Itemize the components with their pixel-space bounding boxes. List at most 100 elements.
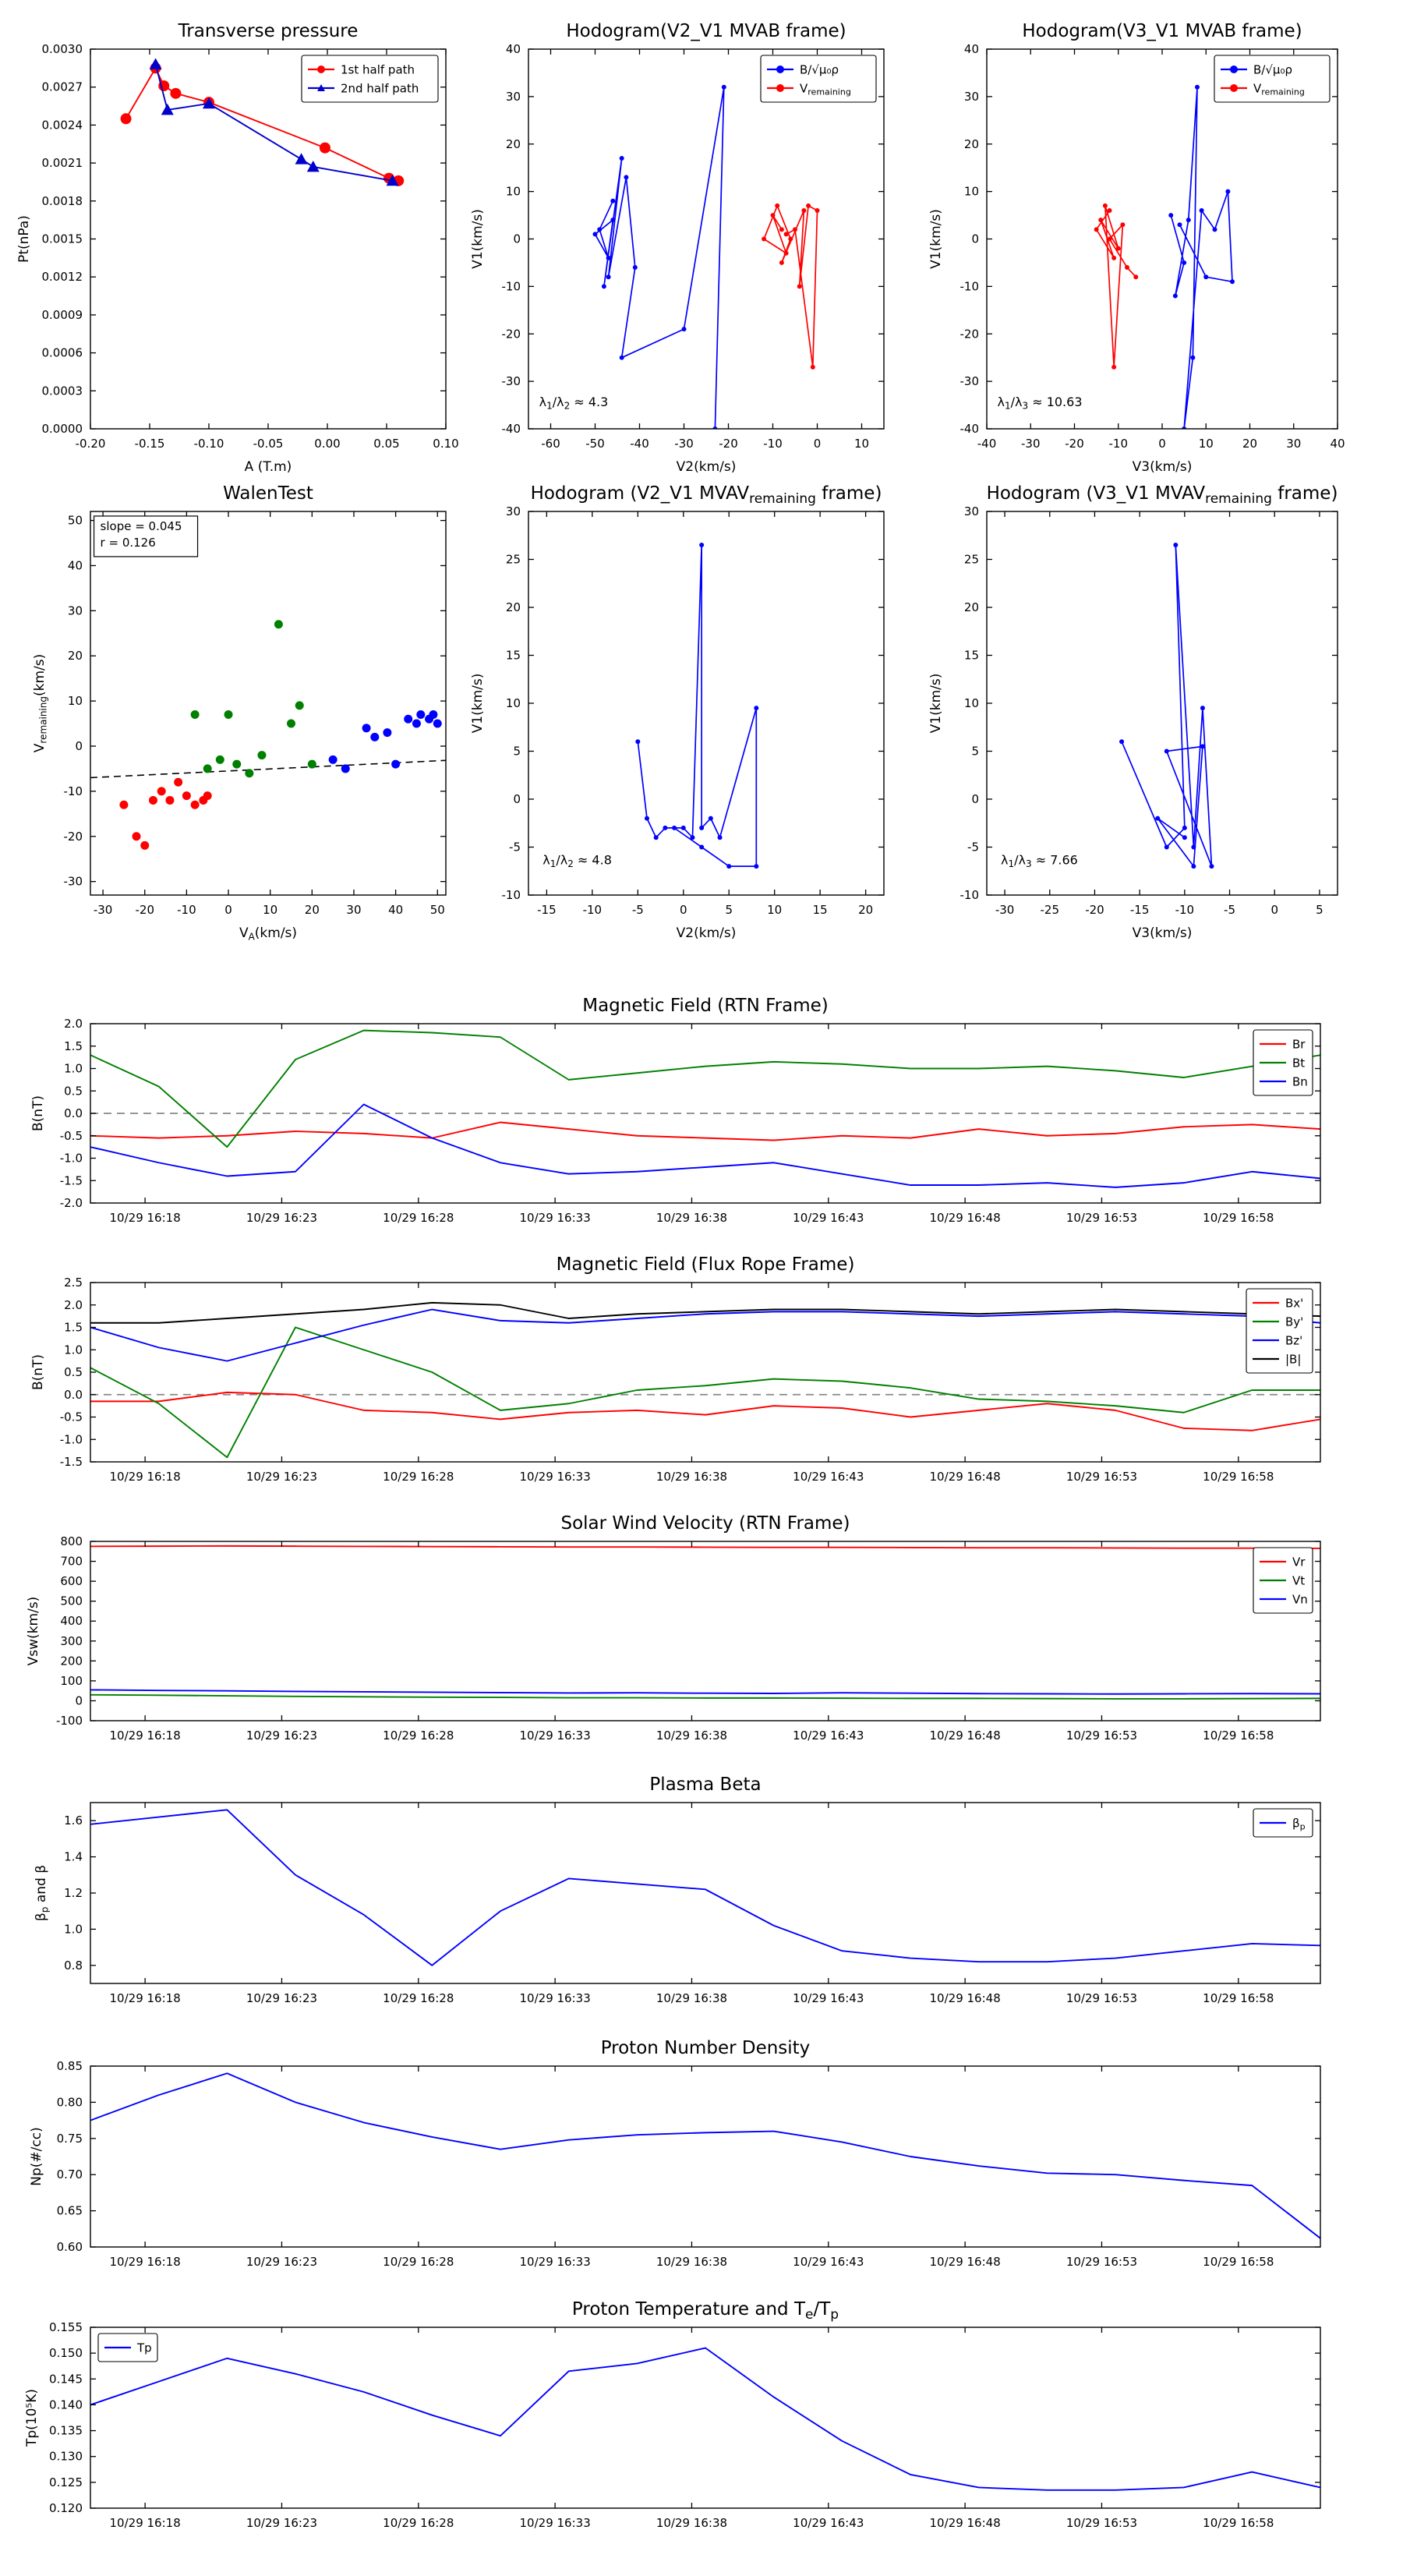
y-tick-label: 0.145: [49, 2372, 83, 2386]
x-tick-label: 30: [346, 903, 361, 917]
x-tick-label: 10/29 16:53: [1066, 1991, 1137, 2005]
series-Np: [90, 2072, 1320, 2239]
x-tick-label: 0: [814, 437, 822, 451]
x-tick-label: 10/29 16:33: [520, 2255, 591, 2269]
y-tick-label: 700: [60, 1555, 83, 1569]
y-tick-label: 20: [506, 600, 521, 614]
x-tick-label: 0: [1270, 903, 1278, 917]
y-tick-label: -40: [960, 422, 980, 436]
x-tick-label: 10/29 16:38: [656, 1991, 727, 2005]
y-tick-label: 30: [506, 90, 521, 104]
x-tick-label: 10/29 16:28: [383, 1729, 454, 1743]
x-axis-label: V3(km/s): [1133, 459, 1193, 475]
x-tick-label: 10/29 16:33: [520, 1470, 591, 1484]
x-tick-label: 10/29 16:58: [1203, 1991, 1274, 2005]
legend-box: [1246, 1288, 1313, 1374]
x-tick-label: 40: [388, 903, 403, 917]
x-tick-label: 0: [1158, 437, 1166, 451]
x-tick-label: -20: [135, 903, 154, 917]
x-tick-label: 10/29 16:58: [1203, 1729, 1274, 1743]
y-tick-label: 0.155: [49, 2320, 83, 2334]
legend-label: Br: [1292, 1037, 1306, 1051]
x-axis-label: V3(km/s): [1133, 925, 1193, 941]
plot-frame: [90, 1541, 1321, 1721]
x-tick-label: 10/29 16:48: [930, 2255, 1001, 2269]
x-tick-label: 10: [854, 437, 869, 451]
legend-label: B/√μ₀ρ: [800, 62, 839, 76]
x-tick-label: 10/29 16:58: [1203, 2255, 1274, 2269]
x-tick-label: 10/29 16:58: [1203, 2516, 1274, 2530]
chart-title: Hodogram (V3_V1 MVAVremaining frame): [987, 483, 1338, 507]
y-tick-label: 0.0027: [42, 80, 83, 94]
x-tick-label: 10/29 16:18: [110, 2255, 181, 2269]
y-tick-label: 15: [506, 649, 521, 663]
y-axis-label: Pt(nPa): [16, 215, 32, 263]
annotation-text: λ1/λ3 ≈ 10.63: [998, 395, 1083, 412]
x-tick-label: 40: [1330, 437, 1345, 451]
y-tick-label: 0.0009: [42, 308, 83, 322]
series-B-magnitude: [90, 1301, 1320, 1324]
y-tick-label: 2.0: [64, 1017, 83, 1031]
y-axis-label: Np(#/cc): [29, 2127, 44, 2185]
y-tick-label: 2.5: [64, 1276, 83, 1290]
y-tick-label: 0.0015: [42, 232, 83, 246]
x-tick-label: 10/29 16:43: [793, 1470, 864, 1484]
x-tick-label: -30: [94, 903, 113, 917]
x-tick-label: 10/29 16:23: [246, 2516, 317, 2530]
y-tick-label: 600: [60, 1574, 83, 1588]
x-tick-label: 10/29 16:53: [1066, 2516, 1137, 2530]
y-tick-label: 30: [964, 90, 979, 104]
annotation-text: λ1/λ2 ≈ 4.3: [539, 395, 609, 412]
x-tick-label: 0: [224, 903, 232, 917]
x-tick-label: -20: [1065, 437, 1084, 451]
y-tick-label: 0: [513, 792, 521, 806]
y-tick-label: 20: [506, 137, 521, 151]
y-tick-label: 0.0018: [42, 194, 83, 208]
x-tick-label: 10/29 16:33: [520, 1729, 591, 1743]
y-tick-label: 30: [68, 603, 83, 617]
y-tick-label: 0.140: [49, 2397, 83, 2411]
y-tick-label: 400: [60, 1614, 83, 1628]
chart-title: Hodogram(V3_V1 MVAB frame): [1022, 21, 1302, 41]
x-axis-label: A (T.m): [245, 459, 292, 475]
y-tick-label: 0.120: [49, 2501, 83, 2515]
series-second-half-path: [154, 64, 393, 182]
x-tick-label: -20: [1085, 903, 1104, 917]
legend-label: Tp: [136, 2341, 152, 2355]
legend-label: Vn: [1292, 1592, 1308, 1606]
y-tick-label: 0.5: [64, 1084, 83, 1098]
legend-label: B/√μ₀ρ: [1253, 62, 1292, 76]
x-tick-label: 20: [305, 903, 320, 917]
chart-title: Transverse pressure: [178, 21, 359, 41]
x-tick-label: 10: [1199, 437, 1214, 451]
chart-title: Solar Wind Velocity (RTN Frame): [560, 1513, 850, 1534]
x-tick-label: 10: [767, 903, 782, 917]
y-tick-label: 15: [964, 649, 979, 663]
y-axis-label: Vsw(km/s): [26, 1597, 41, 1666]
y-tick-label: 10: [964, 185, 979, 199]
x-axis-label: VA(km/s): [239, 925, 297, 943]
x-tick-label: 10/29 16:43: [793, 1211, 864, 1225]
x-tick-label: 10/29 16:28: [383, 1211, 454, 1225]
y-tick-label: -30: [64, 875, 83, 889]
chart-solar-wind-velocity: Solar Wind Velocity (RTN Frame) 10/29 16:…: [26, 1513, 1321, 1743]
y-axis-label: V1(km/s): [928, 674, 944, 734]
x-tick-label: 20: [1242, 437, 1257, 451]
legend-label: 1st half path: [341, 62, 415, 76]
series-Br: [90, 1121, 1320, 1141]
chart-title: Plasma Beta: [649, 1775, 761, 1795]
x-tick-label: 10: [263, 903, 277, 917]
y-tick-label: 300: [60, 1634, 83, 1648]
y-tick-label: -30: [960, 374, 980, 388]
y-tick-label: 40: [964, 42, 979, 56]
y-tick-label: 30: [506, 504, 521, 518]
legend-label: Bx': [1285, 1296, 1303, 1310]
chart-proton-temperature: Proton Temperature and Te/Tp 10/29 16:18 1…: [24, 2299, 1321, 2530]
annotation-text: slope = 0.045: [101, 519, 182, 533]
x-tick-label: -20: [719, 437, 738, 451]
y-tick-label: 0.0003: [42, 384, 83, 398]
y-tick-label: 0.0: [64, 1388, 83, 1402]
x-tick-label: 10/29 16:28: [383, 1470, 454, 1484]
y-tick-label: 2.0: [64, 1298, 83, 1312]
series-Tp: [90, 2347, 1320, 2491]
